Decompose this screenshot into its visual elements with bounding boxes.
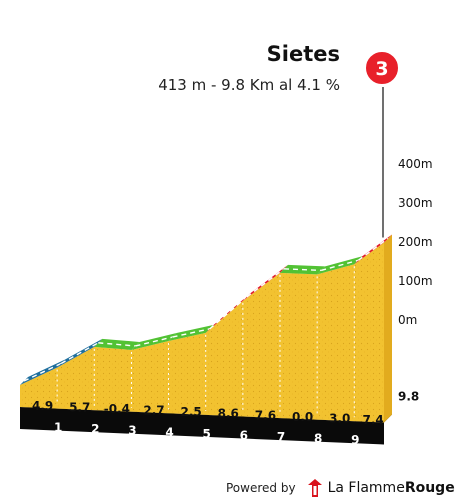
km-tick-label: 9 — [351, 433, 359, 447]
gradient-label: 8.6 — [218, 407, 239, 421]
km-tick-label: 3 — [128, 424, 136, 438]
km-tick-label: 2 — [91, 422, 99, 436]
end-km-label: 9.8 — [398, 390, 419, 404]
climb-summary: 413 m - 9.8 Km al 4.1 % — [158, 76, 340, 94]
segment-centerline — [60, 342, 99, 365]
elevation-tick-label: 100m — [398, 274, 433, 288]
km-tick-label: 1 — [54, 421, 62, 435]
climb-category-badge: 3 — [364, 50, 400, 86]
gradient-label: 7.6 — [255, 408, 276, 422]
segment-centerline — [209, 296, 248, 330]
segment-centerline — [172, 328, 210, 338]
profile-area — [20, 242, 384, 423]
km-tick-label: 6 — [240, 428, 248, 442]
flame-logo-icon — [307, 479, 322, 497]
gradient-label: 0.0 — [292, 410, 313, 424]
powered-by-label: Powered by — [226, 481, 296, 495]
segment-centerline — [283, 268, 322, 272]
gradient-label: 4.9 — [32, 399, 53, 413]
km-tick-label: 5 — [203, 427, 211, 441]
segment-centerline — [357, 237, 389, 261]
gradient-label: 7.4 — [363, 413, 384, 427]
segment-centerline — [23, 362, 62, 382]
gradient-label: 2.7 — [143, 404, 164, 418]
brand-name-part1: La Flamme — [327, 480, 405, 496]
elevation-tick-label: 0m — [398, 313, 417, 327]
segment-centerline — [98, 342, 136, 347]
profile-side — [384, 234, 392, 423]
segment-centerline — [135, 336, 173, 347]
elevation-tick-label: 200m — [398, 235, 433, 249]
segment-centerline — [246, 268, 285, 298]
gradient-label: 3.0 — [329, 411, 350, 425]
climb-name: Sietes — [266, 42, 340, 66]
km-tick-label: 7 — [277, 430, 285, 444]
base-band — [20, 407, 384, 445]
brand-name-part2: Rouge — [404, 480, 455, 496]
gradient-label: 2.5 — [181, 405, 202, 419]
gradient-label: -0.4 — [104, 402, 130, 416]
segment-centerline — [320, 259, 359, 272]
badge-number: 3 — [375, 58, 388, 80]
badge-circle — [364, 50, 400, 86]
footer-branding: Powered by La Flamme Rouge — [226, 478, 455, 498]
elevation-tick-label: 300m — [398, 196, 433, 210]
gradient-label: 5.7 — [69, 400, 90, 414]
km-tick-label: 4 — [165, 425, 173, 439]
km-tick-label: 8 — [314, 432, 322, 446]
elevation-tick-label: 400m — [398, 157, 433, 171]
